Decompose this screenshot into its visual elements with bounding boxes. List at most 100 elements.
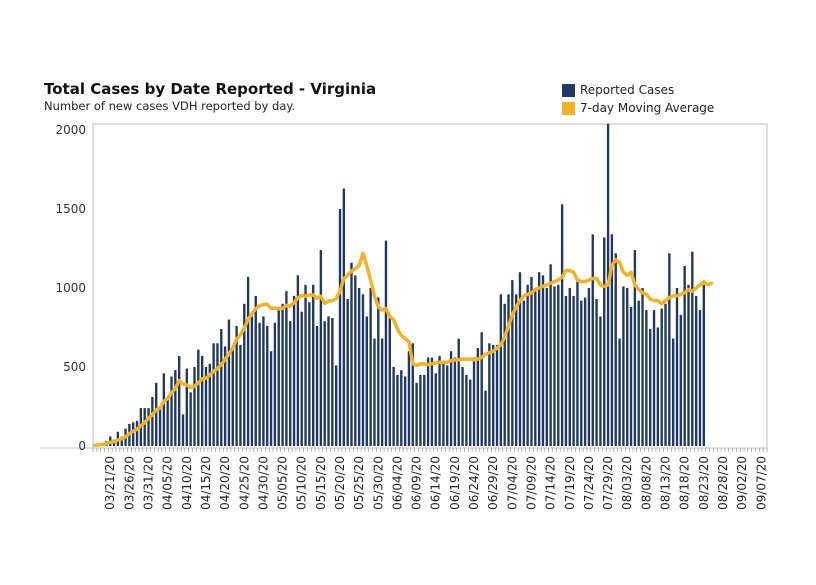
bar: [392, 367, 395, 446]
x-tick-label: 04/25/20: [237, 456, 251, 510]
bar: [453, 357, 457, 446]
x-tick-label: 06/09/20: [410, 456, 424, 510]
bar: [197, 349, 200, 446]
x-tick-label: 03/26/20: [122, 456, 136, 510]
bar: [488, 343, 491, 446]
legend-swatch-line: [562, 101, 575, 115]
bar: [346, 299, 349, 446]
bar: [361, 294, 365, 446]
legend-label-reported-cases: Reported Cases: [580, 83, 675, 97]
bar: [155, 382, 158, 446]
bar: [380, 338, 384, 446]
x-tick-label: 08/13/20: [659, 456, 673, 510]
bar: [135, 420, 139, 446]
bar: [185, 368, 189, 446]
bar: [465, 374, 468, 446]
bar: [580, 300, 583, 446]
bar: [492, 344, 495, 446]
bar: [656, 327, 660, 446]
bar: [476, 348, 480, 446]
x-tick-label: 07/24/20: [582, 456, 596, 510]
bar: [572, 295, 575, 446]
bar: [618, 338, 621, 446]
bar: [338, 209, 342, 446]
bar: [564, 295, 568, 446]
bar: [595, 299, 598, 446]
bar: [603, 237, 606, 446]
y-tick-label: 2000: [55, 123, 86, 137]
bar: [174, 370, 177, 446]
bar: [269, 351, 273, 446]
bar: [610, 234, 614, 446]
bar: [549, 264, 552, 446]
bar: [614, 253, 617, 446]
x-tick-label: 09/07/20: [754, 456, 768, 510]
bar: [671, 338, 675, 446]
bar: [629, 306, 633, 446]
x-tick-label: 06/24/20: [467, 456, 481, 510]
bar: [315, 325, 319, 446]
bar: [426, 357, 430, 446]
bar: [587, 288, 591, 446]
bar: [514, 294, 518, 446]
bar: [645, 310, 648, 446]
bar: [633, 250, 637, 446]
bar: [212, 343, 215, 446]
bar: [545, 288, 548, 446]
x-tick-label: 08/28/20: [716, 456, 730, 510]
bar: [583, 297, 587, 446]
bar: [430, 357, 434, 446]
bar: [388, 316, 391, 446]
bar: [151, 397, 154, 446]
bar: [365, 316, 368, 446]
bar: [507, 294, 510, 446]
bar: [411, 343, 414, 446]
bar: [262, 316, 265, 446]
bar: [434, 373, 437, 446]
bar: [373, 338, 376, 446]
bar: [400, 370, 403, 446]
bar: [193, 367, 196, 446]
bar: [553, 286, 556, 446]
bar: [147, 408, 150, 446]
chart-subtitle: Number of new cases VDH reported by day.: [44, 99, 296, 113]
bar: [120, 436, 123, 446]
x-tick-label: 08/08/20: [639, 456, 653, 510]
bar: [304, 284, 307, 446]
legend-label-moving-average: 7-day Moving Average: [580, 101, 715, 115]
bar: [457, 338, 460, 446]
bar: [403, 376, 407, 446]
bar: [560, 204, 564, 446]
x-tick-label: 07/04/20: [505, 456, 519, 510]
bar: [652, 310, 656, 446]
bar: [250, 316, 254, 446]
bar: [568, 288, 571, 446]
bar: [691, 251, 694, 446]
bar: [281, 303, 284, 446]
bar: [449, 351, 453, 446]
bar: [266, 325, 269, 446]
x-tick-label: 03/21/20: [103, 456, 117, 510]
bar: [660, 308, 663, 446]
x-tick-label: 05/05/20: [276, 456, 290, 510]
bar: [246, 276, 250, 446]
y-tick-label: 1500: [55, 202, 86, 216]
bar: [350, 262, 353, 446]
bar: [384, 240, 388, 446]
bar: [292, 295, 296, 446]
bar: [277, 306, 280, 446]
bar: [208, 363, 211, 446]
y-tick-label: 500: [63, 360, 86, 374]
bar: [243, 303, 246, 446]
x-tick-label: 07/29/20: [601, 456, 615, 510]
bar: [469, 379, 472, 446]
x-tick-label: 05/20/20: [333, 456, 347, 510]
bar: [668, 253, 671, 446]
bar: [687, 284, 690, 446]
bar: [503, 303, 506, 446]
bar: [258, 322, 261, 446]
bar: [591, 234, 594, 446]
bar: [576, 281, 579, 446]
bar: [472, 357, 476, 446]
